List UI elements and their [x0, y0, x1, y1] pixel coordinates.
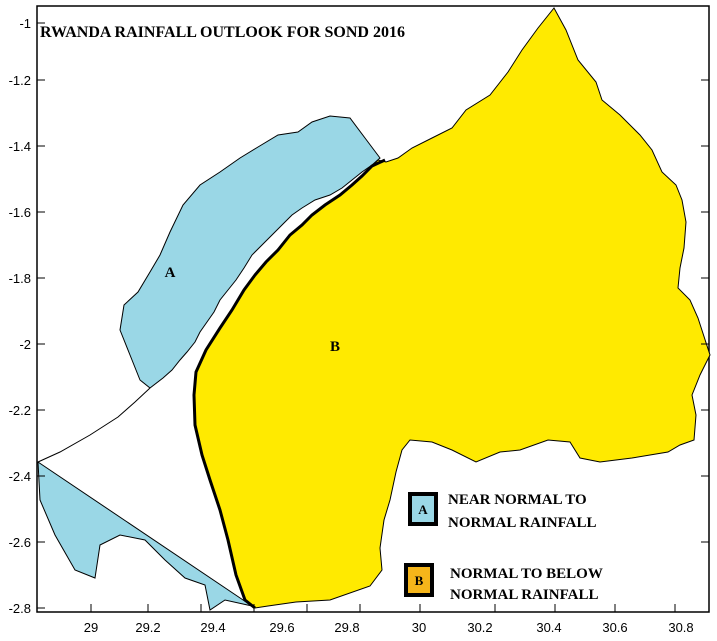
y-tick-label: -1: [19, 16, 31, 31]
y-tick-label: -2.2: [9, 403, 31, 418]
y-axis: -1 -1.2 -1.4 -1.6 -1.8 -2 -2.2 -2.4 -2.6…: [9, 16, 709, 616]
legend-item-b: B NORMAL TO BELOW NORMAL RAINFALL: [404, 563, 603, 603]
region-a-label: A: [165, 265, 176, 281]
y-tick-label: -1.4: [9, 139, 31, 154]
y-tick-label: -2.4: [9, 469, 31, 484]
legend-code-b: B: [415, 573, 424, 588]
x-tick-label: 29.6: [269, 620, 294, 635]
y-tick-label: -2.8: [9, 601, 31, 616]
legend-text-a-line2: NORMAL RAINFALL: [448, 515, 596, 531]
x-tick-label: 29.2: [135, 620, 160, 635]
region-boundary: [192, 158, 386, 610]
y-tick-label: -2.6: [9, 535, 31, 550]
x-tick-label: 29: [84, 620, 98, 635]
region-a-area: [36, 115, 381, 611]
x-tick-label: 29.8: [334, 620, 359, 635]
legend-code-a: A: [418, 502, 428, 517]
legend-text-a-line1: NEAR NORMAL TO: [448, 492, 587, 508]
legend: A NEAR NORMAL TO NORMAL RAINFALL B NORMA…: [404, 492, 603, 603]
y-tick-label: -2: [19, 337, 31, 352]
legend-text-b-line1: NORMAL TO BELOW: [450, 566, 603, 582]
x-tick-label: 29.4: [200, 620, 225, 635]
legend-item-a: A NEAR NORMAL TO NORMAL RAINFALL: [408, 492, 596, 531]
y-tick-label: -1.2: [9, 73, 31, 88]
region-b-label: B: [330, 339, 340, 355]
x-tick-label: 30.4: [536, 620, 561, 635]
legend-swatch-b: [404, 563, 434, 597]
x-axis: 29 29.2 29.4 29.6 29.8 30 30.2 30.4 30.6…: [84, 604, 694, 635]
y-tick-label: -1.8: [9, 271, 31, 286]
x-tick-label: 30.8: [668, 620, 693, 635]
map-title: RWANDA RAINFALL OUTLOOK FOR SOND 2016: [40, 24, 405, 41]
legend-text-b-line2: NORMAL RAINFALL: [450, 587, 598, 603]
x-tick-label: 30.2: [467, 620, 492, 635]
x-tick-label: 30: [412, 620, 426, 635]
y-tick-label: -1.6: [9, 205, 31, 220]
x-tick-label: 30.6: [602, 620, 627, 635]
legend-swatch-a: [408, 492, 438, 526]
